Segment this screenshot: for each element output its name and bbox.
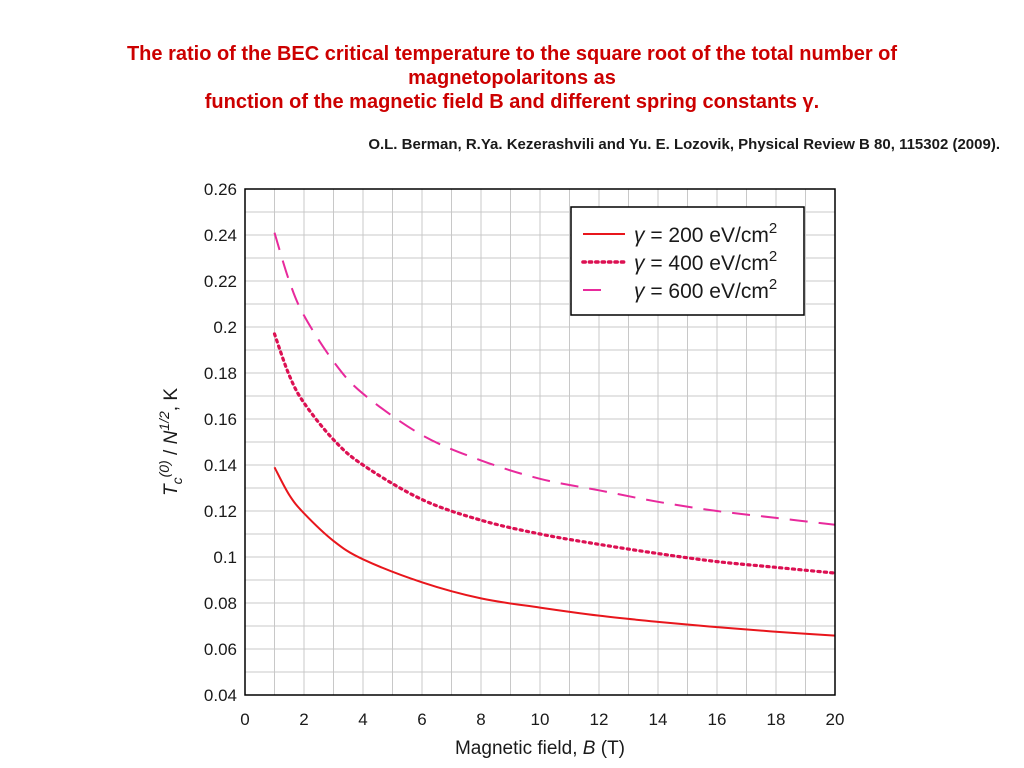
y-tick-label: 0.1 xyxy=(213,548,237,567)
title-line-1: The ratio of the BEC critical temperatur… xyxy=(126,43,898,65)
y-axis-label-unit: , K xyxy=(161,388,182,412)
y-tick-label: 0.26 xyxy=(204,180,237,199)
y-tick-label: 0.04 xyxy=(204,686,237,705)
x-tick-label: 0 xyxy=(240,710,249,729)
y-tick-label: 0.06 xyxy=(204,640,237,659)
tick-labels: 0 2 4 6 8 10 12 14 16 18 20 0.04 0.06 0.08 0.1 0.12 0.14… xyxy=(204,180,845,729)
plot-frame xyxy=(244,188,836,696)
x-tick-label: 14 xyxy=(649,710,668,729)
x-tick-label: 12 xyxy=(590,710,609,729)
y-tick-label: 0.08 xyxy=(204,594,237,613)
x-axis-label-prefix: Magnetic field, xyxy=(455,738,583,759)
y-axis-label-sup0: (0) xyxy=(156,460,172,477)
y-tick-label: 0.16 xyxy=(204,410,237,429)
y-axis-label-sup12: 1/2 xyxy=(156,411,172,431)
legend-symbol: γ xyxy=(634,252,646,275)
series-line-2 xyxy=(272,332,837,575)
y-tick-label: 0.22 xyxy=(204,272,237,291)
x-tick-label: 4 xyxy=(358,710,367,729)
y-tick-label: 0.24 xyxy=(204,226,237,245)
legend-superscript: 2 xyxy=(769,248,777,265)
series-lines xyxy=(272,232,837,637)
x-tick-label: 10 xyxy=(531,710,550,729)
x-tick-label: 16 xyxy=(708,710,727,729)
legend-text: = 400 eV/cm xyxy=(645,252,769,275)
series-line-3 xyxy=(273,232,836,526)
legend-symbol: γ xyxy=(634,224,646,247)
legend-superscript: 2 xyxy=(769,220,777,237)
y-axis-label-t: T xyxy=(161,483,182,496)
x-tick-label: 18 xyxy=(767,710,786,729)
title-line-3: function of the magnetic field B and dif… xyxy=(204,91,820,113)
legend-entry-3: γ = 600 eV/cm2 xyxy=(634,276,777,303)
x-tick-label: 20 xyxy=(826,710,845,729)
x-axis-label-unit: (T) xyxy=(595,738,625,759)
y-tick-label: 0.2 xyxy=(213,318,237,337)
legend-text: = 600 eV/cm xyxy=(645,280,769,303)
x-tick-label: 8 xyxy=(476,710,485,729)
y-tick-label: 0.18 xyxy=(204,364,237,383)
citation: O.L. Berman, R.Ya. Kezerashvili and Yu. … xyxy=(368,136,1000,153)
chart-title: The ratio of the BEC critical temperatur… xyxy=(10,42,1014,114)
y-axis-label: Tc(0) / N1/2, K xyxy=(156,388,185,496)
legend-entry-2: γ = 400 eV/cm2 xyxy=(634,248,777,275)
y-axis-label-slash: / xyxy=(161,444,182,460)
legend-text: = 200 eV/cm xyxy=(645,224,769,247)
y-tick-label: 0.12 xyxy=(204,502,237,521)
series-line-1 xyxy=(273,466,836,637)
x-tick-label: 2 xyxy=(299,710,308,729)
legend-superscript: 2 xyxy=(769,276,777,293)
legend-symbol: γ xyxy=(634,280,646,303)
y-tick-label: 0.14 xyxy=(204,456,237,475)
x-axis-label-var: B xyxy=(583,738,596,759)
x-tick-label: 6 xyxy=(417,710,426,729)
title-line-2: magnetopolaritons as xyxy=(408,67,616,89)
legend-entry-1: γ = 200 eV/cm2 xyxy=(634,220,777,247)
y-axis-label-n: N xyxy=(161,430,182,444)
x-axis-label: Magnetic field, B (T) xyxy=(455,738,625,759)
y-axis-label-sub: c xyxy=(169,477,185,484)
